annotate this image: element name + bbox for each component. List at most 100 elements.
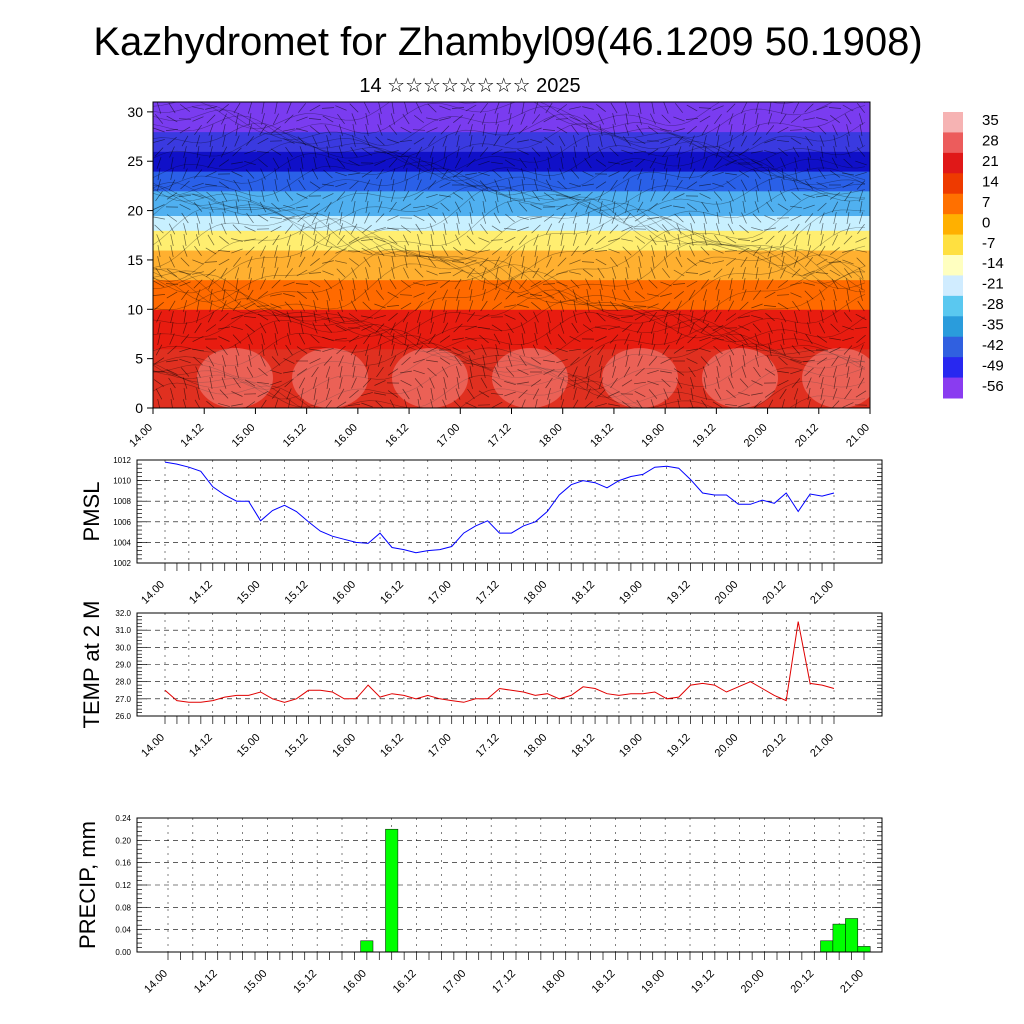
- wind-vector: [584, 157, 592, 169]
- wind-vector: [804, 290, 814, 300]
- wind-vector: [686, 348, 698, 352]
- wind-vector: [859, 278, 863, 290]
- wind-vector: [703, 223, 707, 235]
- wind-vector: [842, 259, 854, 265]
- wind-vector: [248, 267, 252, 279]
- wind-vector: [374, 380, 386, 386]
- wind-vector: [338, 124, 344, 136]
- wind-vector: [742, 190, 746, 202]
- wind-vector: [363, 135, 371, 147]
- wind-vector: [481, 113, 487, 125]
- wind-vector: [465, 325, 477, 331]
- contour-line: [153, 289, 866, 338]
- wind-vector: [179, 358, 191, 364]
- colorbar-swatch: [943, 214, 963, 236]
- wind-vector: [243, 315, 257, 319]
- wind-vector: [361, 325, 373, 331]
- wind-vector: [781, 179, 785, 191]
- wind-vector: [752, 323, 762, 333]
- wind-vector: [222, 201, 226, 213]
- wind-vector: [168, 300, 176, 312]
- wind-vector: [284, 114, 294, 124]
- wind-vector: [738, 402, 750, 408]
- wind-vector: [729, 201, 733, 213]
- wind-vector: [817, 125, 827, 135]
- contour-line: [153, 380, 866, 408]
- wind-vector: [586, 146, 590, 158]
- wind-vector: [478, 313, 490, 321]
- wind-vector: [858, 113, 864, 125]
- wind-vector: [350, 300, 358, 312]
- wind-vector: [261, 113, 265, 125]
- wind-vector: [196, 223, 200, 235]
- wind-vector: [582, 346, 594, 354]
- wind-vector: [752, 290, 762, 300]
- wind-vector: [456, 146, 460, 158]
- wind-vector: [820, 234, 824, 246]
- wind-vector: [387, 390, 399, 398]
- wind-vector: [573, 300, 577, 312]
- wind-vector: [519, 157, 527, 169]
- wind-vector: [246, 212, 254, 224]
- wind-vector: [633, 150, 647, 154]
- wind-vector: [661, 224, 671, 234]
- wind-vector: [273, 344, 279, 356]
- wind-vector: [572, 135, 578, 147]
- field-band: [153, 250, 870, 281]
- wind-vector: [301, 399, 304, 408]
- contour-line: [153, 298, 866, 346]
- field-band: [153, 190, 870, 217]
- wind-vector: [312, 322, 318, 334]
- wind-vector: [219, 312, 229, 322]
- wind-vector: [534, 168, 538, 180]
- wind-vector: [703, 146, 707, 158]
- wind-vector: [231, 161, 243, 165]
- wind-vector: [491, 225, 503, 233]
- wind-vector: [508, 333, 512, 345]
- colorbar-swatch: [943, 132, 963, 154]
- wind-vector: [806, 300, 812, 312]
- wind-vector: [609, 301, 619, 311]
- wind-vector: [481, 190, 487, 202]
- wind-vector: [673, 193, 685, 199]
- wind-vector: [517, 292, 529, 298]
- wind-vector: [767, 322, 773, 334]
- wind-vector: [703, 135, 707, 147]
- wind-vector: [361, 392, 373, 396]
- wind-vector: [755, 190, 759, 202]
- wind-vector: [624, 124, 630, 136]
- wind-vector: [673, 346, 685, 354]
- wind-vector: [348, 236, 360, 244]
- wind-vector: [387, 215, 399, 221]
- wind-vector: [260, 399, 267, 408]
- wind-vector: [859, 201, 863, 213]
- wind-vector: [715, 146, 721, 158]
- wind-vector: [650, 322, 656, 334]
- wind-vector: [299, 223, 305, 235]
- wind-vector: [337, 113, 345, 125]
- contour-line: [153, 370, 866, 408]
- wind-vector: [570, 279, 580, 289]
- wind-vector: [272, 113, 280, 125]
- wind-vector: [846, 377, 850, 389]
- wind-vector: [768, 190, 772, 202]
- wind-vector: [833, 366, 837, 378]
- wind-vector: [426, 193, 438, 199]
- wind-vector: [582, 106, 594, 110]
- wind-vector: [634, 291, 646, 299]
- wind-vector: [569, 182, 581, 188]
- wind-vector: [716, 135, 720, 147]
- wind-vector: [167, 136, 177, 146]
- wind-vector: [310, 334, 320, 344]
- wind-vector: [347, 403, 361, 407]
- wind-vector: [480, 102, 488, 114]
- wind-vector: [209, 366, 213, 378]
- wind-vector: [456, 135, 460, 147]
- wind-vector: [703, 300, 707, 312]
- wind-vector: [571, 124, 579, 136]
- wind-vector: [287, 245, 291, 257]
- wind-vector: [467, 268, 475, 278]
- wind-vector: [206, 114, 216, 124]
- wind-vector: [569, 193, 581, 199]
- y-tick-label: 31.0: [115, 626, 131, 635]
